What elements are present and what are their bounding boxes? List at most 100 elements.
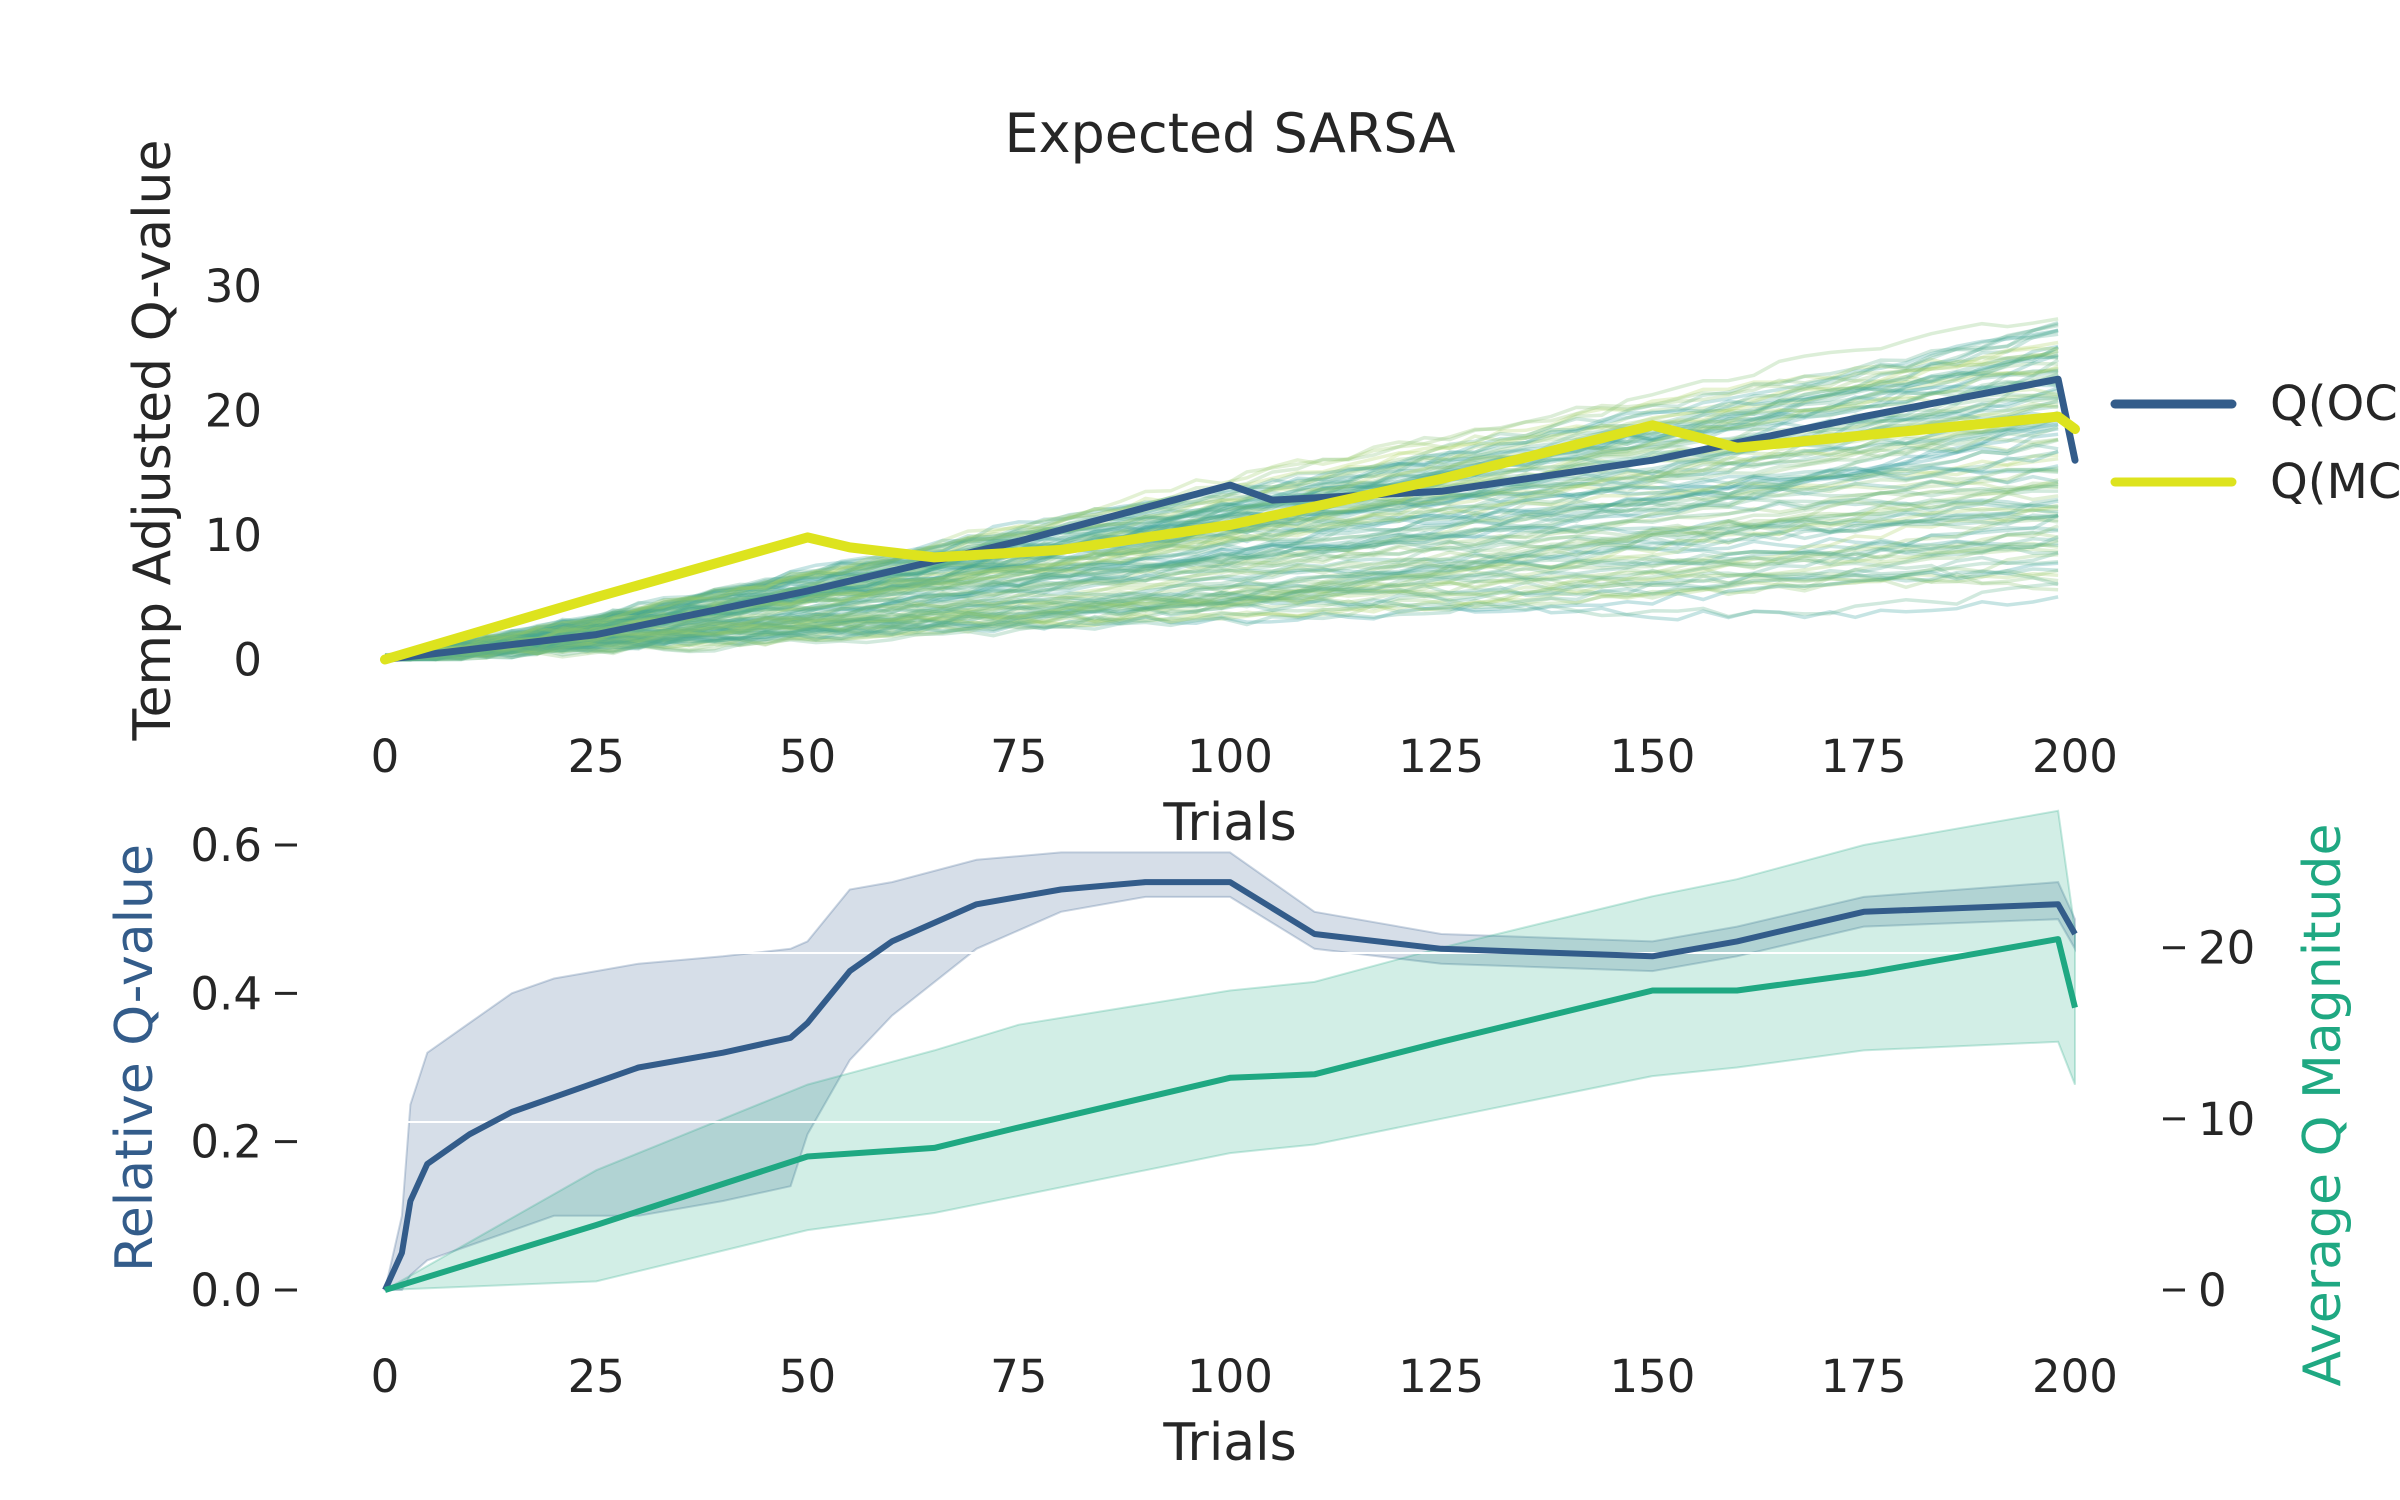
run-line [384,466,2059,660]
run-line [384,545,2059,662]
series-line-1 [380,411,2080,665]
x-tick-label: 50 [779,1350,836,1403]
run-line [384,535,2059,662]
run-line [384,474,2059,662]
run-line [384,410,2059,662]
run-line [384,411,2059,661]
y-tick-label: 10 [2198,1093,2255,1146]
x-tick-label: 175 [1821,1350,1907,1403]
x-tick-label: 175 [1821,730,1907,783]
y-tick-label: 0 [233,634,262,687]
run-line [384,558,2059,662]
run-line [385,466,2059,662]
run-line [385,567,2059,662]
series-line-0 [381,375,2079,663]
run-line [384,484,2059,662]
run-line [384,482,2059,662]
run-line [384,541,2059,662]
run-line [384,328,2059,658]
run-line [384,531,2059,661]
y-tick-label: 30 [205,260,262,313]
run-line [384,354,2059,662]
run-line [384,508,2059,662]
x-tick-label: 75 [990,730,1047,783]
run-line [384,503,2059,662]
run-line [384,516,2059,662]
x-tick-label: 100 [1187,730,1273,783]
bottom-right-y-axis-label: Average Q Magnitude [2293,823,2353,1386]
bottom-x-ticks: 0 25 50 75 100 125 150 175 200 [371,1350,2118,1403]
x-tick-label: 150 [1610,1350,1696,1403]
x-tick-label: 25 [568,1350,625,1403]
y-tick-label: 0 [2198,1264,2227,1317]
run-line [385,467,2059,662]
run-line [384,560,2059,662]
run-line [384,372,2059,658]
series-line-right [384,936,2078,1293]
bottom-chart: 0 25 50 75 100 125 150 175 200 0.0 0.2 0.4 0.6 0 10 2… [105,809,2353,1473]
run-line [384,417,2059,662]
run-line [384,498,2059,662]
legend: Q(OC Q(MC [2110,376,2400,510]
run-line [384,457,2059,662]
run-line [385,480,2059,662]
run-line [384,402,2059,662]
run-line [384,547,2059,662]
run-line [384,497,2059,662]
run-line [384,524,2059,662]
run-line [385,561,2059,662]
run-line [385,595,2059,662]
run-line [384,349,2059,661]
run-line [385,383,2059,662]
run-line [384,538,2059,662]
run-line [385,536,2059,662]
bottom-confidence-bands [383,809,2076,1291]
run-line [384,480,2059,662]
run-line [384,320,2059,662]
run-line [384,505,2059,657]
run-line [384,345,2059,662]
run-line [384,541,2059,662]
run-line [384,536,2059,661]
run-line [384,386,2059,662]
run-line [384,551,2059,661]
run-line [385,571,2059,662]
run-line [384,491,2059,662]
bottom-right-y-ticks: 0 10 20 [2163,922,2255,1317]
run-line [384,323,2059,662]
legend-label-oc: Q(OC [2270,376,2398,432]
run-line [384,513,2059,662]
bottom-left-y-axis-label: Relative Q-value [105,844,165,1272]
run-line [384,427,2059,662]
run-line [384,576,2059,660]
x-tick-label: 125 [1398,1350,1484,1403]
run-line [384,514,2059,662]
run-line [384,513,2059,662]
run-line [384,512,2059,662]
run-line [385,553,2059,662]
y-tick-label: 20 [205,384,262,437]
bottom-left-y-ticks: 0.0 0.2 0.4 0.6 [190,819,297,1317]
run-line [384,499,2059,662]
run-line [384,366,2059,662]
run-line [384,436,2059,662]
x-tick-label: 200 [2032,1350,2118,1403]
run-line [384,507,2059,662]
x-tick-label: 100 [1187,1350,1273,1403]
run-line [384,372,2059,662]
run-line [385,525,2059,662]
top-y-axis-label: Temp Adjusted Q-value [123,140,183,742]
y-tick-label: 0.4 [190,967,262,1020]
legend-label-mc: Q(MC [2270,454,2400,510]
y-tick-label: 0.6 [190,819,262,872]
run-line [384,358,2060,660]
run-line [384,438,2059,662]
run-line [384,349,2059,662]
x-tick-label: 150 [1610,730,1696,783]
series-line-left [382,879,2078,1292]
run-line [384,422,2059,662]
top-chart: Expected SARSA 0 25 50 75 100 125 150 175 200 0 1… [123,102,2400,853]
x-tick-label: 75 [990,1350,1047,1403]
run-line [385,513,2059,662]
